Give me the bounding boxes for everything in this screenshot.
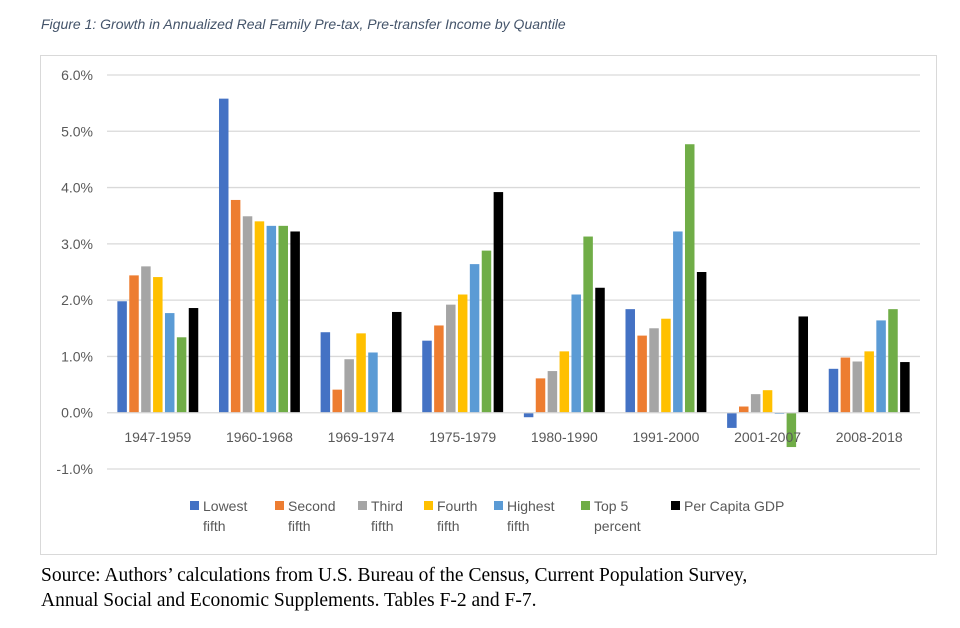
- legend-label: percent: [594, 518, 641, 534]
- bar: [368, 352, 378, 413]
- legend-swatch: [190, 501, 199, 510]
- legend-label: Second: [288, 498, 335, 514]
- legend-swatch: [671, 501, 680, 510]
- bar: [583, 236, 593, 413]
- bar: [876, 320, 886, 413]
- bar: [535, 378, 546, 413]
- bar: [481, 250, 492, 413]
- bar: [164, 313, 175, 413]
- bar: [153, 277, 163, 413]
- bar: [595, 287, 605, 413]
- legend-label: Top 5: [594, 498, 628, 514]
- x-tick-label: 1947-1959: [124, 429, 191, 445]
- legend-swatch: [358, 501, 367, 510]
- bar: [356, 333, 366, 413]
- bar: [117, 301, 127, 413]
- bar: [446, 304, 456, 413]
- bar: [188, 308, 199, 413]
- legend-swatch: [275, 501, 284, 510]
- legend-label: Third: [371, 498, 403, 514]
- bar: [218, 98, 229, 413]
- x-tick-label: 1991-2000: [632, 429, 699, 445]
- x-tick-label: 2008-2018: [836, 429, 903, 445]
- legend-label: fifth: [507, 518, 530, 534]
- y-tick-label: 4.0%: [61, 180, 93, 196]
- bar: [750, 394, 761, 413]
- bar: [254, 221, 265, 413]
- bar: [762, 390, 773, 413]
- legend-swatch: [424, 501, 433, 510]
- bar: [242, 216, 253, 413]
- x-tick-label: 1960-1968: [226, 429, 293, 445]
- bar: [434, 325, 444, 413]
- bar: [230, 199, 241, 413]
- bar: [344, 359, 354, 413]
- legend-label: fifth: [288, 518, 311, 534]
- legend-label: fifth: [437, 518, 460, 534]
- source-note: Source: Authors’ calculations from U.S. …: [41, 563, 747, 613]
- x-tick-label: 1975-1979: [429, 429, 496, 445]
- bar: [290, 231, 300, 413]
- bar: [661, 318, 671, 413]
- y-tick-label: 2.0%: [61, 292, 93, 308]
- bar: [571, 294, 581, 413]
- chart-frame: [40, 55, 937, 555]
- bar: [900, 362, 910, 413]
- source-line-1: Source: Authors’ calculations from U.S. …: [41, 565, 748, 586]
- y-tick-label: -1.0%: [56, 461, 93, 477]
- bar: [266, 225, 277, 413]
- y-tick-label: 1.0%: [61, 348, 93, 364]
- figure-title: Figure 1: Growth in Annualized Real Fami…: [41, 16, 566, 32]
- bar: [559, 351, 570, 413]
- bar: [278, 225, 288, 413]
- bar: [637, 335, 647, 413]
- source-line-2: Annual Social and Economic Supplements. …: [41, 590, 537, 611]
- legend-label: Fourth: [437, 498, 477, 514]
- x-tick-label: 1969-1974: [328, 429, 395, 445]
- bar: [673, 231, 683, 413]
- legend-swatch: [494, 501, 503, 510]
- legend-label: Lowest: [203, 498, 247, 514]
- bar: [696, 272, 707, 413]
- bar: [457, 294, 468, 413]
- bar: [798, 316, 809, 413]
- bar: [840, 357, 851, 413]
- bar: [469, 264, 480, 413]
- bar: [493, 192, 504, 413]
- legend-label: Per Capita GDP: [684, 498, 784, 514]
- bar: [649, 328, 659, 413]
- bar: [888, 309, 898, 413]
- y-tick-label: 6.0%: [61, 67, 93, 83]
- legend-label: fifth: [203, 518, 226, 534]
- bar: [141, 266, 151, 413]
- y-tick-label: 5.0%: [61, 123, 93, 139]
- bar: [625, 309, 635, 413]
- bar: [739, 406, 749, 413]
- legend-label: fifth: [371, 518, 394, 534]
- bar: [422, 340, 432, 413]
- bar: [786, 412, 797, 448]
- bar: [684, 144, 695, 413]
- bar: [129, 275, 139, 413]
- bar: [828, 368, 839, 413]
- bar-chart: -1.0% 0.0% 1.0% 2.0% 3.0% 4.0% 5.0% 6.0% 1947-19…: [56, 67, 920, 534]
- bar: [320, 332, 331, 413]
- legend-label: Highest: [507, 498, 555, 514]
- bar: [332, 389, 343, 413]
- bar: [547, 371, 558, 413]
- x-tick-label: 1980-1990: [531, 429, 598, 445]
- y-tick-label: 0.0%: [61, 405, 93, 421]
- bar: [523, 412, 534, 418]
- legend-swatch: [581, 501, 590, 510]
- y-tick-label: 3.0%: [61, 236, 93, 252]
- bar: [176, 337, 187, 413]
- bar: [727, 412, 737, 428]
- bar: [392, 311, 402, 413]
- x-tick-label: 2001-2007: [734, 429, 801, 445]
- bar: [864, 351, 874, 413]
- bar: [852, 361, 863, 413]
